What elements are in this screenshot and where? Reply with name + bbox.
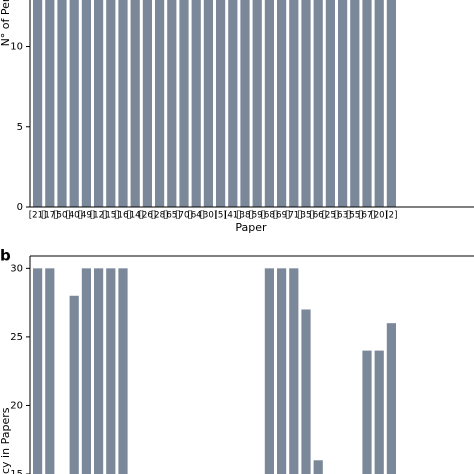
x-tick-label: [71] (285, 211, 303, 221)
bars-top (33, 0, 396, 207)
x-tick-label: [15] (102, 211, 120, 221)
panel-label: b (0, 247, 11, 265)
bar (264, 268, 274, 474)
x-tick-label: [35] (297, 211, 315, 221)
x-tick-label: [64] (187, 211, 205, 221)
y-tick-label: 15 (10, 469, 23, 474)
bar (155, 0, 165, 207)
bar (118, 0, 128, 207)
y-tick-label: 0 (17, 202, 23, 213)
bar (179, 0, 189, 207)
x-tick-label: [50] (53, 211, 71, 221)
x-tick-label: [5] (215, 211, 227, 221)
bar (216, 0, 226, 207)
bar (386, 323, 396, 474)
x-tick-label: [41] (224, 211, 242, 221)
bar (338, 0, 348, 207)
bar (69, 0, 79, 207)
x-tick-label: [68] (261, 211, 279, 221)
bars-bottom (33, 268, 396, 474)
bar (57, 0, 67, 207)
bar (252, 0, 262, 207)
bar (362, 350, 372, 474)
bar (301, 309, 311, 474)
bar (81, 268, 91, 474)
x-axis-label: Paper (235, 221, 267, 234)
x-tick-label: [12] (90, 211, 108, 221)
x-tick-label: [21] (29, 211, 47, 221)
x-tick-label: [40] (65, 211, 83, 221)
x-tick-label: [16] (114, 211, 132, 221)
y-tick-label: 20 (10, 400, 23, 411)
bar (167, 0, 177, 207)
bar (325, 0, 335, 207)
bar (94, 268, 104, 474)
bar (313, 460, 323, 474)
x-tick-label: [63] (334, 211, 352, 221)
bar (277, 268, 287, 474)
bar (118, 268, 128, 474)
x-tick-label: [17] (41, 211, 59, 221)
x-tick-label: [2] (385, 211, 397, 221)
bar (33, 0, 43, 207)
bar (106, 0, 116, 207)
bar (240, 0, 250, 207)
bar (374, 350, 384, 474)
bar (45, 0, 55, 207)
y-tick-label: 30 (10, 263, 23, 274)
bar (142, 0, 152, 207)
bar (69, 295, 79, 474)
bar (289, 268, 299, 474)
bar (313, 0, 323, 207)
x-tick-label: [65] (163, 211, 181, 221)
bar (386, 0, 396, 207)
y-tick-label: 25 (10, 332, 23, 343)
x-tick-label: [25] (322, 211, 340, 221)
bar (33, 268, 43, 474)
bar (191, 0, 201, 207)
bar (277, 0, 287, 207)
x-tick-label: [14] (126, 211, 144, 221)
x-tick-label: [26] (139, 211, 157, 221)
x-tick-label: [59] (248, 211, 266, 221)
y-axis-label: N° of Per (0, 0, 12, 46)
x-tick-label: [69] (273, 211, 291, 221)
bar (362, 0, 372, 207)
y-tick-label: 5 (17, 122, 23, 133)
bar (289, 0, 299, 207)
x-tick-label: [20] (370, 211, 388, 221)
bar (301, 0, 311, 207)
y-axis-label: cy in Papers (0, 407, 12, 474)
x-tick-label: [66] (309, 211, 327, 221)
bar (203, 0, 213, 207)
x-tick-label: [28] (151, 211, 169, 221)
x-tick-label: [55] (346, 211, 364, 221)
bar (106, 268, 116, 474)
x-tick-label: [38] (236, 211, 254, 221)
x-tick-label: [30] (200, 211, 218, 221)
x-tick-label: [67] (358, 211, 376, 221)
bar (45, 268, 55, 474)
bar (350, 0, 360, 207)
bar (374, 0, 384, 207)
bar (94, 0, 104, 207)
bar (81, 0, 91, 207)
y-tick-label: 10 (10, 42, 23, 53)
bar (228, 0, 238, 207)
bar (130, 0, 140, 207)
bar (264, 0, 274, 207)
x-tick-label: [70] (175, 211, 193, 221)
x-tick-label: [49] (78, 211, 96, 221)
